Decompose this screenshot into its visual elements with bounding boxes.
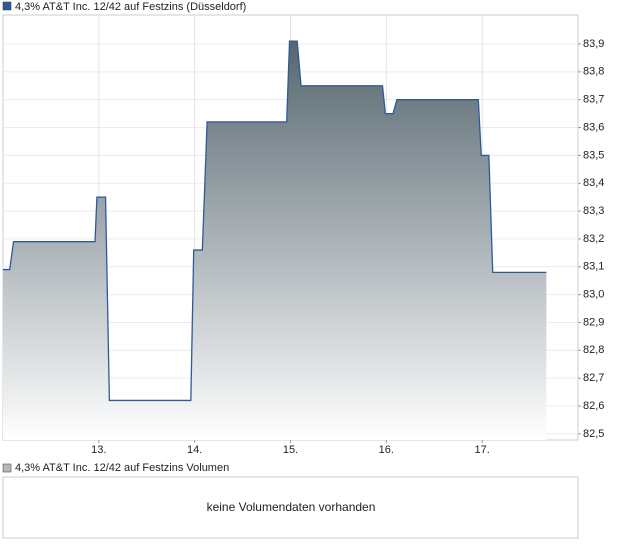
y-tick-label: 83,1 [583, 261, 604, 273]
area-fill [3, 41, 547, 440]
y-tick-label: 82,8 [583, 344, 604, 356]
price-line [3, 40, 547, 402]
y-tick-label: 83,5 [583, 149, 604, 161]
x-tick-label: 14. [187, 444, 202, 456]
y-tick-label: 83,8 [583, 66, 604, 78]
legend-label: 4,3% AT&T Inc. 12/42 auf Festzins Volume… [15, 462, 229, 474]
y-tick-label: 83,6 [583, 121, 604, 133]
x-tick-label: 15. [283, 444, 298, 456]
y-tick-label: 82,7 [583, 372, 604, 384]
legend-swatch [2, 1, 12, 11]
y-tick-label: 83,4 [583, 177, 604, 189]
legend-swatch [2, 463, 12, 473]
volume-frame [2, 476, 579, 539]
y-tick-label: 83,9 [583, 38, 604, 50]
chart-layer: 82,5 82,6 82,7 82,8 82,9 83,0 83,1 83,2 83,3 83,4… [2, 1, 604, 514]
legend-label: 4,3% AT&T Inc. 12/42 auf Festzins (Düsse… [15, 1, 246, 13]
no-data-message: keine Volumendaten vorhanden [207, 500, 376, 514]
y-tick-label: 82,6 [583, 400, 604, 412]
y-tick-label: 82,5 [583, 428, 604, 440]
x-tick-label: 16. [379, 444, 394, 456]
y-tick-label: 82,9 [583, 316, 604, 328]
y-tick-label: 83,0 [583, 289, 604, 301]
y-tick-label: 83,2 [583, 233, 604, 245]
x-tick-label: 13. [91, 444, 106, 456]
y-tick-label: 83,3 [583, 205, 604, 217]
y-tick-label: 83,7 [583, 94, 604, 106]
x-tick-label: 17. [475, 444, 490, 456]
